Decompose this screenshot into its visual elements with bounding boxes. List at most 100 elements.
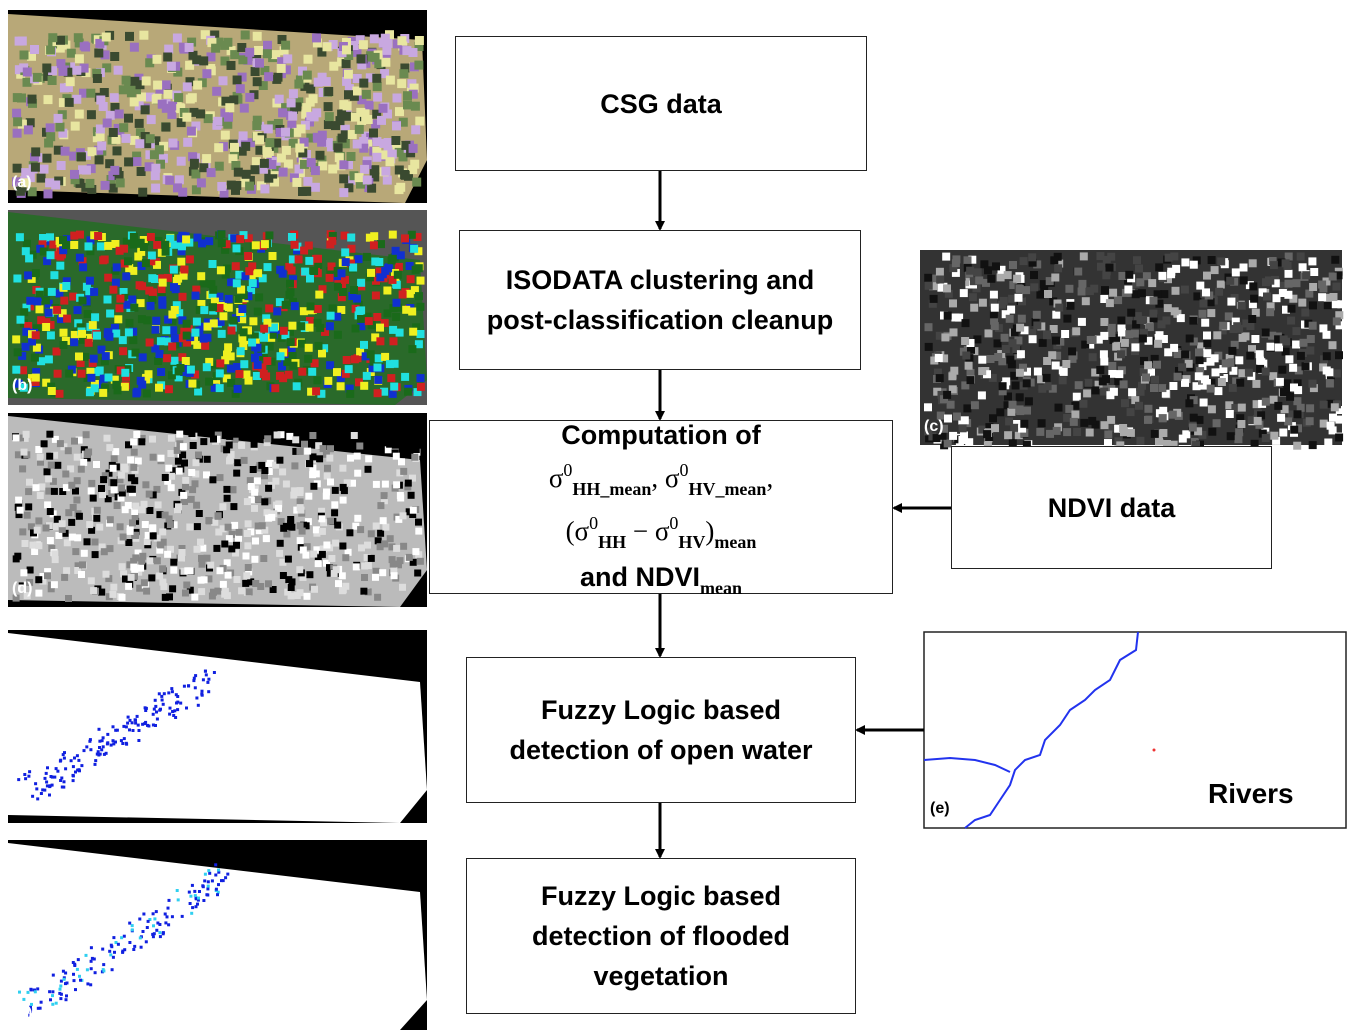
texture-dot: [342, 59, 351, 68]
texture-dot: [1174, 373, 1182, 381]
panel-label: (e): [930, 800, 950, 818]
texture-dot: [202, 69, 211, 78]
texture-dot: [1306, 347, 1314, 355]
texture-dot: [187, 567, 194, 574]
process-box: CSG data: [455, 36, 867, 171]
texture-dot: [198, 588, 205, 595]
texture-dot: [374, 389, 382, 397]
texture-dot: [159, 528, 166, 535]
texture-dot: [215, 162, 224, 171]
texture-dot: [79, 561, 86, 568]
texture-dot: [45, 781, 48, 784]
texture-dot: [1263, 293, 1271, 301]
texture-dot: [251, 67, 260, 76]
texture-dot: [133, 157, 142, 166]
texture-dot: [174, 93, 183, 102]
formula-line: and NDVImean: [580, 559, 742, 597]
texture-dot: [26, 297, 34, 305]
texture-dot: [197, 897, 200, 900]
texture-dot: [60, 297, 68, 305]
texture-dot: [1100, 332, 1108, 340]
texture-dot: [1034, 368, 1042, 376]
texture-dot: [930, 295, 938, 303]
texture-dot: [407, 275, 415, 283]
texture-dot: [1329, 273, 1337, 281]
texture-dot: [346, 390, 354, 398]
texture-dot: [274, 73, 283, 82]
texture-dot: [62, 753, 65, 756]
panel-label: (b): [12, 377, 32, 395]
texture-dot: [65, 98, 74, 107]
texture-dot: [340, 497, 347, 504]
texture-dot: [371, 258, 379, 266]
texture-dot: [377, 530, 384, 537]
texture-dot: [408, 308, 416, 316]
texture-dot: [1186, 335, 1194, 343]
texture-dot: [40, 1001, 43, 1004]
texture-dot: [414, 61, 423, 70]
texture-dot: [412, 548, 419, 555]
texture-dot: [390, 337, 398, 345]
texture-dot: [245, 564, 252, 571]
texture-dot: [195, 905, 198, 908]
texture-dot: [48, 33, 57, 42]
texture-dot: [196, 109, 205, 118]
texture-dot: [1238, 404, 1246, 412]
texture-dot: [104, 296, 112, 304]
texture-dot: [1151, 376, 1159, 384]
texture-dot: [1299, 263, 1307, 271]
texture-dot: [222, 879, 225, 882]
texture-dot: [1106, 391, 1114, 399]
texture-dot: [268, 514, 275, 521]
texture-dot: [1284, 417, 1292, 425]
texture-dot: [1144, 361, 1152, 369]
texture-dot: [1055, 404, 1063, 412]
texture-dot: [65, 998, 68, 1001]
texture-dot: [339, 174, 348, 183]
texture-dot: [313, 376, 321, 384]
texture-dot: [1203, 339, 1211, 347]
texture-dot: [1308, 257, 1316, 265]
texture-dot: [181, 460, 188, 467]
texture-dot: [28, 770, 31, 773]
texture-dot: [1309, 322, 1317, 330]
texture-dot: [122, 76, 131, 85]
texture-dot: [1120, 380, 1128, 388]
texture-dot: [236, 529, 243, 536]
texture-dot: [79, 297, 87, 305]
texture-dot: [45, 772, 48, 775]
texture-dot: [57, 161, 66, 170]
texture-dot: [234, 168, 243, 177]
texture-dot: [118, 472, 125, 479]
texture-dot: [324, 87, 333, 96]
texture-dot: [355, 125, 364, 134]
texture-dot: [12, 335, 20, 343]
texture-dot: [29, 542, 36, 549]
box-text: post-classification cleanup: [487, 300, 834, 340]
texture-dot: [952, 259, 960, 267]
texture-dot: [261, 240, 269, 248]
texture-dot: [44, 501, 51, 508]
texture-dot: [1213, 331, 1221, 339]
texture-dot: [106, 742, 109, 745]
texture-dot: [204, 323, 212, 331]
texture-dot: [123, 737, 126, 740]
texture-dot: [1078, 280, 1086, 288]
texture-dot: [74, 988, 77, 991]
texture-dot: [281, 128, 290, 137]
texture-dot: [288, 267, 296, 275]
texture-dot: [415, 528, 422, 535]
texture-dot: [101, 181, 110, 190]
texture-dot: [991, 304, 999, 312]
texture-dot: [1249, 259, 1257, 267]
texture-dot: [217, 883, 220, 886]
texture-dot: [141, 105, 150, 114]
texture-dot: [265, 304, 273, 312]
texture-dot: [357, 279, 365, 287]
texture-dot: [1237, 420, 1245, 428]
texture-dot: [188, 380, 196, 388]
texture-dot: [77, 152, 86, 161]
texture-dot: [316, 151, 325, 160]
texture-dot: [272, 478, 279, 485]
texture-dot: [1106, 299, 1114, 307]
